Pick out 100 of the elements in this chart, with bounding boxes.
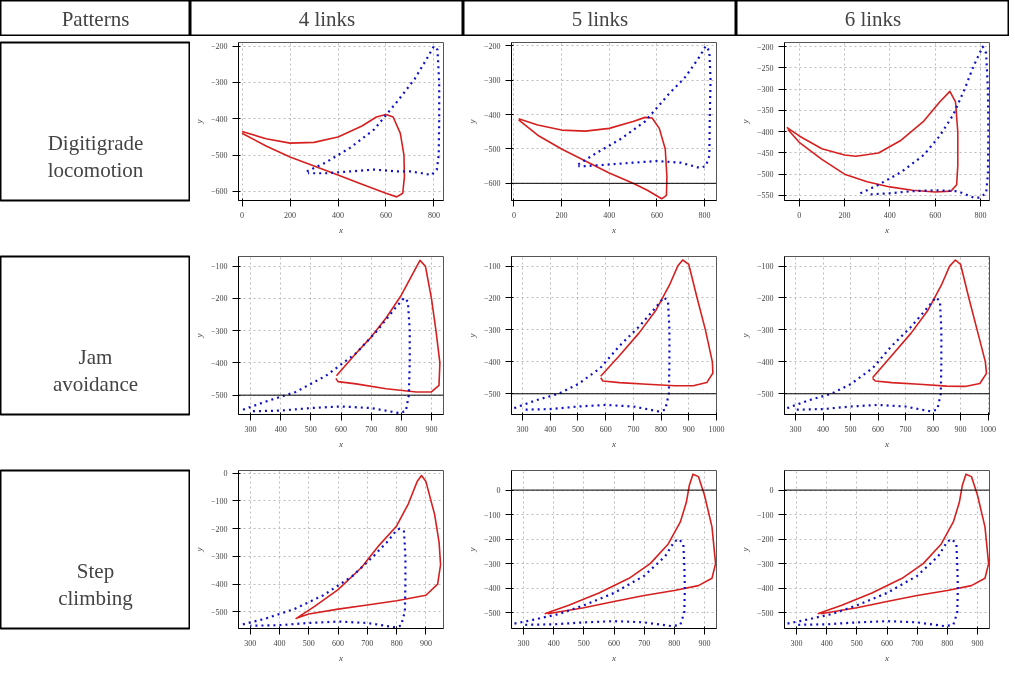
y-tick-label: −300 [210, 78, 228, 88]
x-tick-label: 800 [655, 424, 668, 434]
y-axis-title: y [466, 119, 477, 125]
y-tick-label: −400 [210, 114, 228, 124]
x-tick-label: 800 [427, 210, 440, 220]
x-tick-label: 800 [698, 210, 711, 220]
y-tick-label: −300 [483, 76, 501, 86]
y-tick-label: −200 [756, 42, 774, 52]
text: Patterns [61, 6, 130, 31]
x-tick-label: 400 [274, 424, 287, 434]
y-tick-label: −200 [483, 535, 501, 545]
x-tick-label: 500 [571, 424, 584, 434]
x-tick-label: 300 [790, 638, 803, 648]
y-tick-label: −400 [756, 357, 774, 367]
y-tick-label: −300 [756, 559, 774, 569]
y-tick-label: −200 [210, 42, 228, 52]
x-tick-label: 800 [390, 638, 403, 648]
y-tick-label: −300 [756, 325, 774, 335]
x-tick-label: 600 [929, 210, 942, 220]
y-tick-label: −400 [483, 110, 501, 120]
y-tick-label: −500 [756, 389, 774, 399]
x-tick-label: 1000 [980, 424, 997, 434]
x-tick-label: 500 [844, 424, 857, 434]
y-tick-label: −450 [756, 148, 774, 158]
y-tick-label: −350 [756, 106, 774, 116]
y-axis-title: y [193, 333, 204, 339]
x-tick-label: 800 [395, 424, 408, 434]
x-tick-label: 400 [547, 638, 560, 648]
text: 6 links [844, 6, 902, 31]
x-tick-label: 400 [544, 424, 557, 434]
x-tick-label: 800 [974, 210, 987, 220]
x-tick-label: 600 [335, 424, 347, 434]
x-axis-title: x [338, 438, 343, 449]
y-tick-label: −300 [210, 326, 228, 336]
y-tick-label: −400 [756, 584, 774, 594]
y-axis-title: y [466, 333, 477, 339]
x-tick-label: 1000 [708, 424, 725, 434]
y-tick-label: −500 [210, 391, 228, 401]
text: Step climbing [58, 559, 134, 610]
x-axis-title: x [611, 438, 616, 449]
y-tick-label: −200 [756, 535, 774, 545]
y-tick-label: −200 [483, 41, 501, 51]
x-tick-label: 300 [244, 638, 257, 648]
x-tick-label: 700 [627, 424, 640, 434]
x-tick-label: 300 [244, 424, 257, 434]
x-tick-label: 600 [599, 424, 612, 434]
y-tick-label: −100 [756, 262, 774, 272]
text: 5 links [571, 6, 629, 31]
y-tick-label: 0 [496, 486, 501, 496]
x-tick-label: 400 [332, 210, 344, 220]
x-tick-label: 0 [797, 210, 802, 220]
x-axis-title: x [611, 224, 616, 235]
x-tick-label: 500 [577, 638, 590, 648]
y-axis-title: y [193, 119, 204, 125]
x-tick-label: 900 [419, 638, 432, 648]
x-tick-label: 600 [881, 638, 893, 648]
y-tick-label: −300 [210, 552, 228, 562]
x-axis-title: x [884, 438, 889, 449]
x-tick-label: 900 [698, 638, 711, 648]
x-tick-label: 200 [555, 210, 568, 220]
y-tick-label: −550 [756, 191, 774, 201]
x-tick-label: 300 [517, 638, 530, 648]
x-tick-label: 800 [927, 424, 940, 434]
y-tick-label: −300 [483, 325, 501, 335]
x-tick-label: 200 [838, 210, 851, 220]
x-tick-label: 0 [511, 210, 516, 220]
y-tick-label: −500 [483, 608, 501, 618]
x-tick-label: 600 [608, 638, 620, 648]
x-tick-label: 400 [817, 424, 830, 434]
x-tick-label: 700 [638, 638, 651, 648]
y-tick-label: −400 [210, 580, 228, 590]
x-axis-title: x [884, 652, 889, 663]
y-tick-label: −200 [210, 524, 228, 534]
x-axis-title: x [338, 652, 343, 663]
y-tick-label: −500 [210, 607, 228, 617]
text: 4 links [298, 6, 356, 31]
y-tick-label: −600 [483, 179, 501, 189]
x-tick-label: 800 [941, 638, 954, 648]
y-tick-label: 0 [769, 486, 774, 496]
y-tick-label: −600 [210, 187, 228, 197]
y-tick-label: −400 [756, 127, 774, 137]
x-tick-label: 500 [302, 638, 315, 648]
x-tick-label: 400 [883, 210, 896, 220]
x-tick-label: 300 [789, 424, 802, 434]
text: Jam avoidance [52, 345, 139, 396]
x-tick-label: 200 [284, 210, 297, 220]
y-tick-label: −100 [210, 262, 228, 272]
x-tick-label: 700 [361, 638, 374, 648]
y-tick-label: −200 [210, 294, 228, 304]
y-axis-title: y [466, 547, 477, 553]
y-tick-label: −500 [483, 144, 501, 154]
y-tick-label: −100 [483, 262, 501, 272]
y-axis-title: y [193, 547, 204, 553]
y-tick-label: −500 [483, 389, 501, 399]
x-tick-label: 500 [304, 424, 317, 434]
x-tick-label: 300 [516, 424, 529, 434]
y-tick-label: −500 [756, 170, 774, 180]
x-tick-label: 900 [682, 424, 695, 434]
x-tick-label: 700 [365, 424, 378, 434]
x-tick-label: 400 [273, 638, 286, 648]
